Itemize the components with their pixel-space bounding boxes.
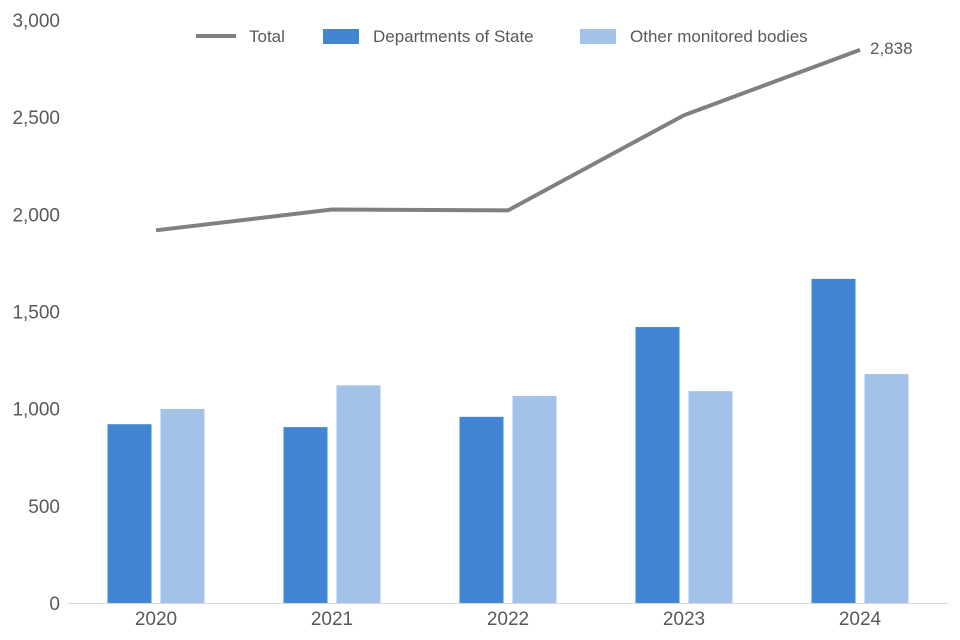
y-tick-label: 0	[49, 594, 60, 615]
y-tick-label: 1,000	[12, 400, 60, 421]
legend-label-other: Other monitored bodies	[630, 27, 808, 46]
line-total	[155, 48, 861, 233]
legend: Total Departments of State Other monitor…	[196, 27, 808, 46]
bar-departments-of-state-2021	[283, 427, 328, 603]
legend-label-departments: Departments of State	[373, 27, 534, 46]
legend-item-other: Other monitored bodies	[580, 27, 808, 46]
bar-departments-of-state-2024	[811, 278, 856, 603]
x-tick-label: 2022	[487, 609, 529, 630]
legend-swatch-departments	[323, 29, 359, 44]
bars	[107, 278, 909, 603]
y-tick-label: 1,500	[12, 303, 60, 324]
bar-other-monitored-bodies-2023	[688, 391, 733, 603]
x-tick-label: 2021	[311, 609, 353, 630]
bar-departments-of-state-2020	[107, 424, 152, 603]
legend-item-total: Total	[196, 27, 285, 46]
x-axis: 2020 2021 2022 2023 2024	[68, 603, 948, 630]
data-labels: 2,838	[870, 39, 913, 58]
x-tick-label: 2020	[135, 609, 177, 630]
y-tick-label: 3,000	[12, 11, 60, 32]
legend-item-departments: Departments of State	[323, 27, 534, 46]
y-tick-label: 2,000	[12, 205, 60, 226]
bar-other-monitored-bodies-2024	[864, 374, 909, 603]
y-tick-label: 2,500	[12, 108, 60, 129]
legend-label-total: Total	[249, 27, 285, 46]
x-tick-label: 2024	[839, 609, 882, 630]
bar-other-monitored-bodies-2021	[336, 385, 381, 603]
legend-swatch-other	[580, 29, 616, 44]
y-axis: 0 500 1,000 1,500 2,000 2,500 3,000	[12, 11, 60, 615]
bar-other-monitored-bodies-2022	[512, 396, 557, 603]
bar-departments-of-state-2023	[635, 327, 680, 603]
data-label-total-2024: 2,838	[870, 39, 913, 58]
total-line	[155, 48, 861, 233]
bar-departments-of-state-2022	[459, 416, 504, 603]
x-tick-label: 2023	[663, 609, 705, 630]
y-tick-label: 500	[28, 497, 60, 518]
bar-other-monitored-bodies-2020	[160, 409, 205, 603]
